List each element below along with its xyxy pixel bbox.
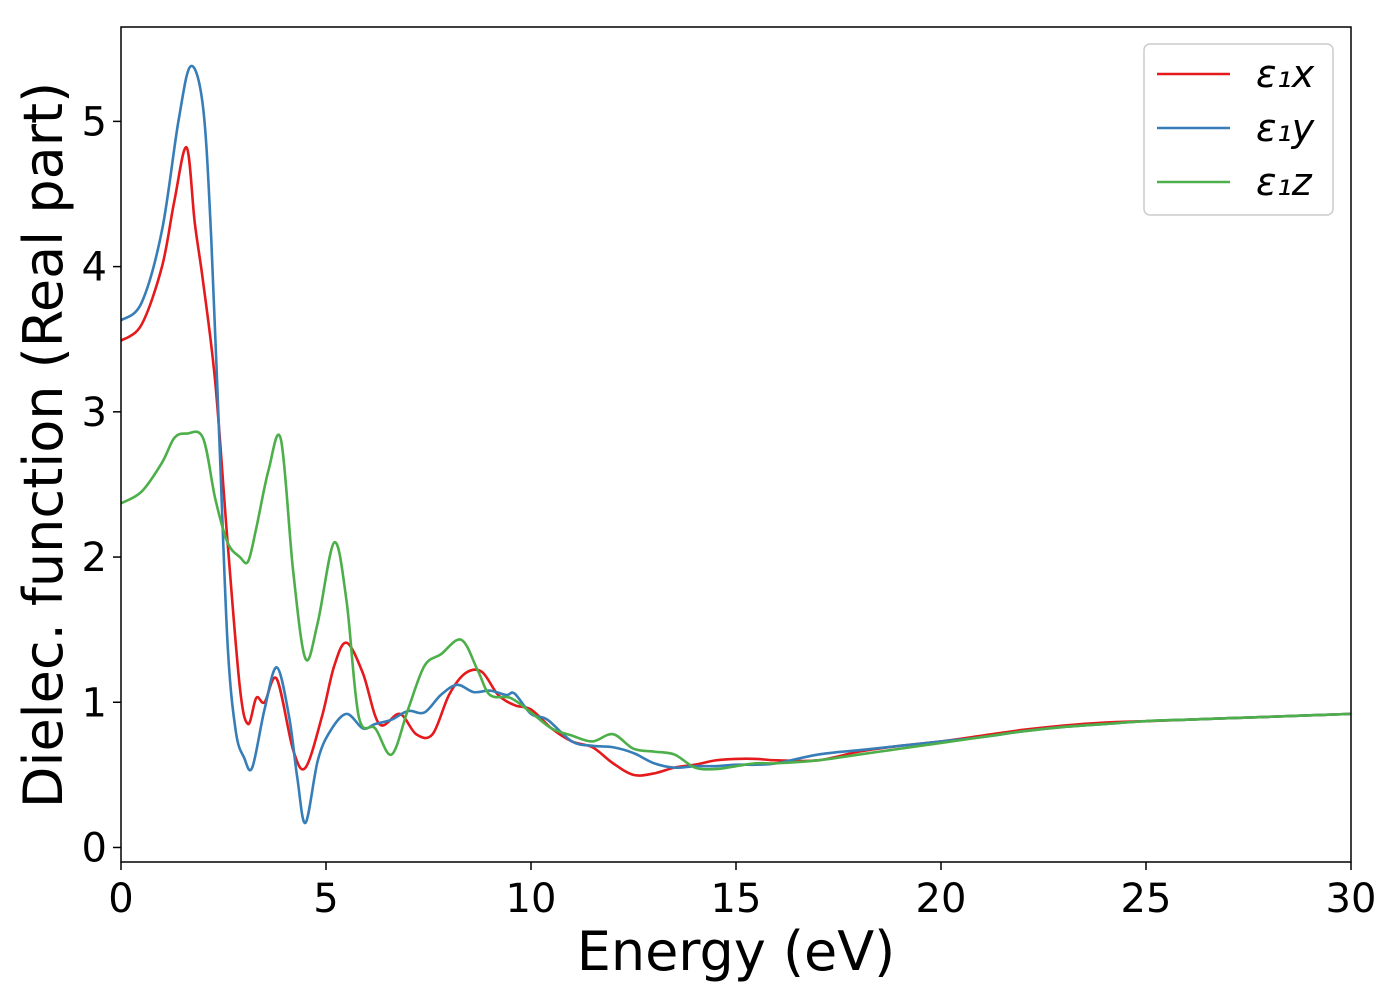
y-tick-label: 1 <box>82 680 107 726</box>
y-tick-label: 0 <box>82 825 107 871</box>
series-line-3 <box>121 430 1351 771</box>
x-tick-label: 5 <box>313 876 338 922</box>
series-line-1 <box>121 146 1351 777</box>
y-axis-ticks: 0 1 2 3 4 5 <box>82 99 121 871</box>
x-tick-label: 10 <box>506 876 557 922</box>
y-tick-label: 4 <box>82 245 107 291</box>
legend-box <box>1143 43 1334 216</box>
series-layer <box>121 64 1351 825</box>
y-tick-label: 5 <box>82 99 107 145</box>
y-tick-label: 2 <box>82 535 107 581</box>
y-axis-label: Dielec. function (Real part) <box>12 82 75 808</box>
x-axis-ticks: 0 5 10 15 20 25 30 <box>108 862 1376 922</box>
x-tick-label: 20 <box>916 876 967 922</box>
y-tick-label: 3 <box>82 390 107 436</box>
series-line-2 <box>121 64 1351 825</box>
x-tick-label: 30 <box>1326 876 1377 922</box>
x-axis-label: Energy (eV) <box>577 920 896 983</box>
legend: ε₁x ε₁y ε₁z <box>1143 43 1334 216</box>
x-tick-label: 15 <box>711 876 762 922</box>
legend-label-2: ε₁y <box>1256 106 1315 150</box>
x-tick-label: 25 <box>1121 876 1172 922</box>
legend-label-3: ε₁z <box>1256 160 1313 204</box>
legend-label-1: ε₁x <box>1256 52 1315 96</box>
x-tick-label: 0 <box>108 876 133 922</box>
